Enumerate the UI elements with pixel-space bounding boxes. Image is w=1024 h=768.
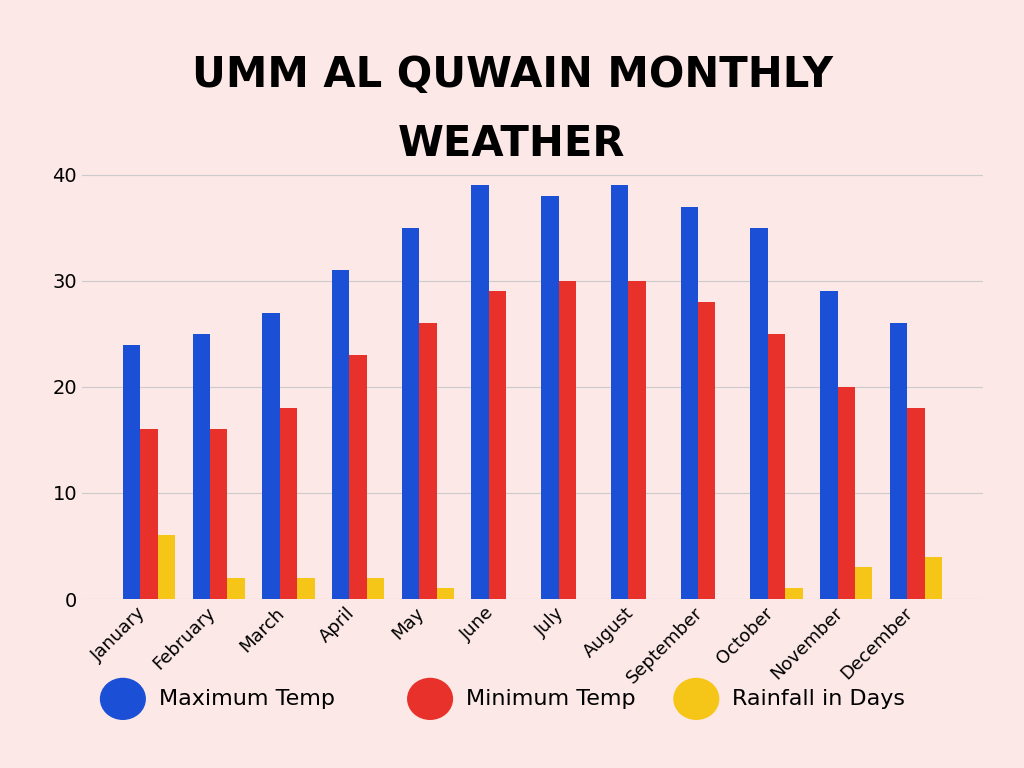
Bar <box>349 355 367 599</box>
Bar <box>401 228 419 599</box>
Bar <box>471 185 488 599</box>
Text: UMM AL QUWAIN MONTHLY: UMM AL QUWAIN MONTHLY <box>191 54 833 96</box>
Bar <box>419 323 436 599</box>
Bar <box>158 535 175 599</box>
Bar <box>542 196 559 599</box>
Bar <box>890 323 907 599</box>
Bar <box>768 334 785 599</box>
Bar <box>367 578 384 599</box>
Bar <box>698 302 716 599</box>
Bar <box>629 281 646 599</box>
Bar <box>925 557 942 599</box>
Bar <box>280 408 297 599</box>
Bar <box>611 185 629 599</box>
Text: Minimum Temp: Minimum Temp <box>466 689 636 709</box>
Text: Maximum Temp: Maximum Temp <box>159 689 335 709</box>
Bar <box>210 429 227 599</box>
Bar <box>907 408 925 599</box>
Bar <box>855 568 872 599</box>
Text: WEATHER: WEATHER <box>398 123 626 165</box>
Bar <box>838 387 855 599</box>
Bar <box>488 292 506 599</box>
Bar <box>751 228 768 599</box>
Bar <box>785 588 803 599</box>
Bar <box>123 345 140 599</box>
Bar <box>681 207 698 599</box>
Bar <box>193 334 210 599</box>
Bar <box>262 313 280 599</box>
Bar <box>559 281 577 599</box>
Bar <box>820 292 838 599</box>
Bar <box>140 429 158 599</box>
Bar <box>332 270 349 599</box>
Bar <box>227 578 245 599</box>
Text: Rainfall in Days: Rainfall in Days <box>732 689 905 709</box>
Bar <box>436 588 454 599</box>
Bar <box>297 578 314 599</box>
